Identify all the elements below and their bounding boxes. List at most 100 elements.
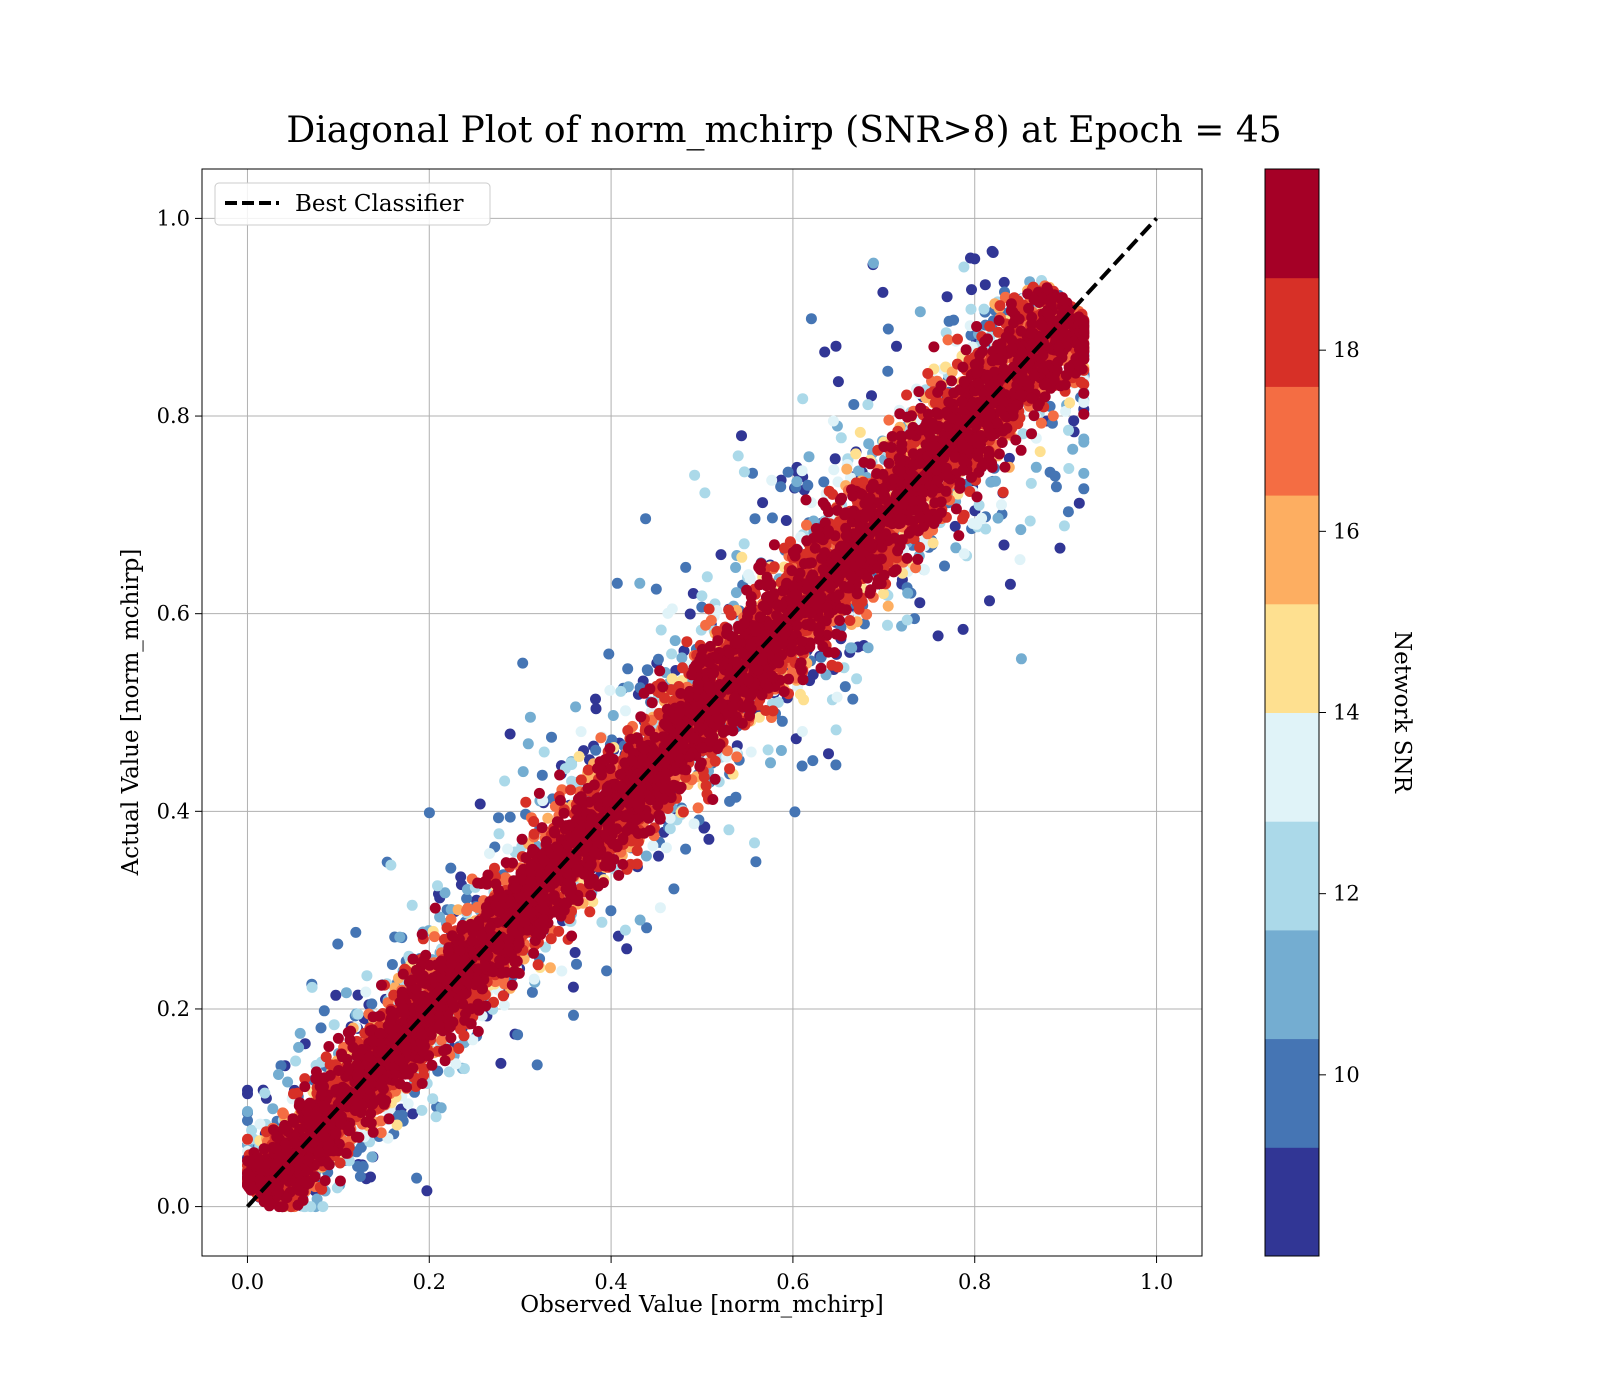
scatter-point <box>725 609 737 621</box>
scatter-point <box>306 981 318 993</box>
scatter-point <box>352 1008 364 1020</box>
scatter-point <box>745 746 757 758</box>
scatter-point <box>736 430 747 442</box>
scatter-point <box>776 715 788 727</box>
scatter-point <box>664 812 676 824</box>
scatter-point <box>1015 524 1027 536</box>
chart-title: Diagonal Plot of norm_mchirp (SNR>8) at … <box>286 110 1281 151</box>
scatter-point <box>277 1107 289 1119</box>
scatter-point <box>749 837 760 849</box>
scatter-point <box>772 696 784 708</box>
scatter-point <box>965 303 977 315</box>
scatter-point <box>653 850 664 862</box>
scatter-point <box>757 497 769 509</box>
scatter-point <box>474 798 486 810</box>
scatter-point <box>831 691 843 703</box>
scatter-point <box>731 751 743 763</box>
scatter-point <box>1035 417 1047 429</box>
scatter-point <box>766 474 778 486</box>
scatter-point <box>357 1161 369 1172</box>
scatter-point <box>467 1034 479 1046</box>
scatter-point <box>259 1087 271 1099</box>
scatter-point <box>680 561 692 573</box>
scatter-point <box>715 549 727 561</box>
scatter-point <box>267 1103 279 1115</box>
scatter-point <box>973 499 985 511</box>
scatter-point <box>932 630 944 642</box>
scatter-point <box>375 1127 387 1139</box>
scatter-point <box>1073 497 1085 509</box>
scatter-point <box>676 652 688 664</box>
scatter-point <box>775 481 787 493</box>
scatter-point <box>666 648 678 660</box>
scatter-point <box>1049 470 1061 482</box>
scatter-point <box>743 569 754 581</box>
scatter-point <box>827 415 839 427</box>
scatter-point <box>738 538 750 550</box>
scatter-point <box>660 842 672 854</box>
scatter-point <box>839 681 851 693</box>
scatter-point <box>1017 428 1029 440</box>
scatter-point <box>315 1022 327 1034</box>
scatter-point <box>958 261 970 273</box>
scatter-points <box>242 245 1090 1213</box>
scatter-point <box>941 291 953 303</box>
scatter-point <box>634 914 646 926</box>
scatter-point <box>802 479 814 491</box>
scatter-point <box>730 791 742 803</box>
scatter-point <box>573 751 585 762</box>
scatter-point <box>823 748 834 760</box>
scatter-point <box>1047 410 1059 422</box>
scatter-point <box>882 619 893 631</box>
scatter-point <box>242 1088 253 1100</box>
scatter-point <box>430 1111 442 1123</box>
scatter-point <box>1078 433 1090 445</box>
scatter-point <box>1068 415 1080 427</box>
scatter-point <box>611 577 623 589</box>
scatter-point <box>942 334 954 346</box>
scatter-point <box>615 685 627 697</box>
scatter-point <box>998 539 1010 551</box>
scatter-point <box>851 673 863 685</box>
scatter-point <box>522 738 534 750</box>
scatter-point <box>681 636 693 648</box>
scatter-point <box>797 393 809 405</box>
scatter-point <box>504 811 516 823</box>
scatter-point <box>423 807 435 819</box>
scatter-point <box>883 414 895 426</box>
scatter-point <box>692 802 704 814</box>
scatter-point <box>803 451 815 463</box>
scatter-point <box>484 848 495 859</box>
scatter-point <box>736 551 748 563</box>
scatter-point <box>862 642 874 654</box>
scatter-point <box>979 279 991 291</box>
scatter-point <box>967 518 979 529</box>
scatter-point <box>392 1110 404 1122</box>
scatter-point <box>738 466 750 478</box>
scatter-point <box>361 970 373 982</box>
scatter-point <box>918 564 930 576</box>
scatter-point <box>669 635 681 647</box>
scatter-point <box>863 438 875 450</box>
scatter-point <box>841 463 853 475</box>
scatter-point <box>882 600 894 612</box>
scatter-point <box>330 989 342 1001</box>
scatter-point <box>950 542 962 554</box>
scatter-point <box>584 906 596 918</box>
scatter-point <box>621 943 633 955</box>
scatter-point <box>978 303 990 315</box>
scatter-point <box>939 560 950 572</box>
scatter-point <box>273 1069 284 1080</box>
scatter-point <box>850 448 862 460</box>
scatter-point <box>790 733 802 745</box>
scatter-point <box>434 911 446 923</box>
scatter-point <box>493 828 505 840</box>
scatter-point <box>1067 443 1079 455</box>
scatter-point <box>1060 405 1072 417</box>
scatter-point <box>703 603 715 615</box>
scatter-point <box>570 701 582 713</box>
scatter-point <box>998 276 1010 288</box>
scatter-point <box>365 1171 376 1183</box>
scatter-point <box>1025 477 1037 489</box>
scatter-point <box>502 843 514 855</box>
